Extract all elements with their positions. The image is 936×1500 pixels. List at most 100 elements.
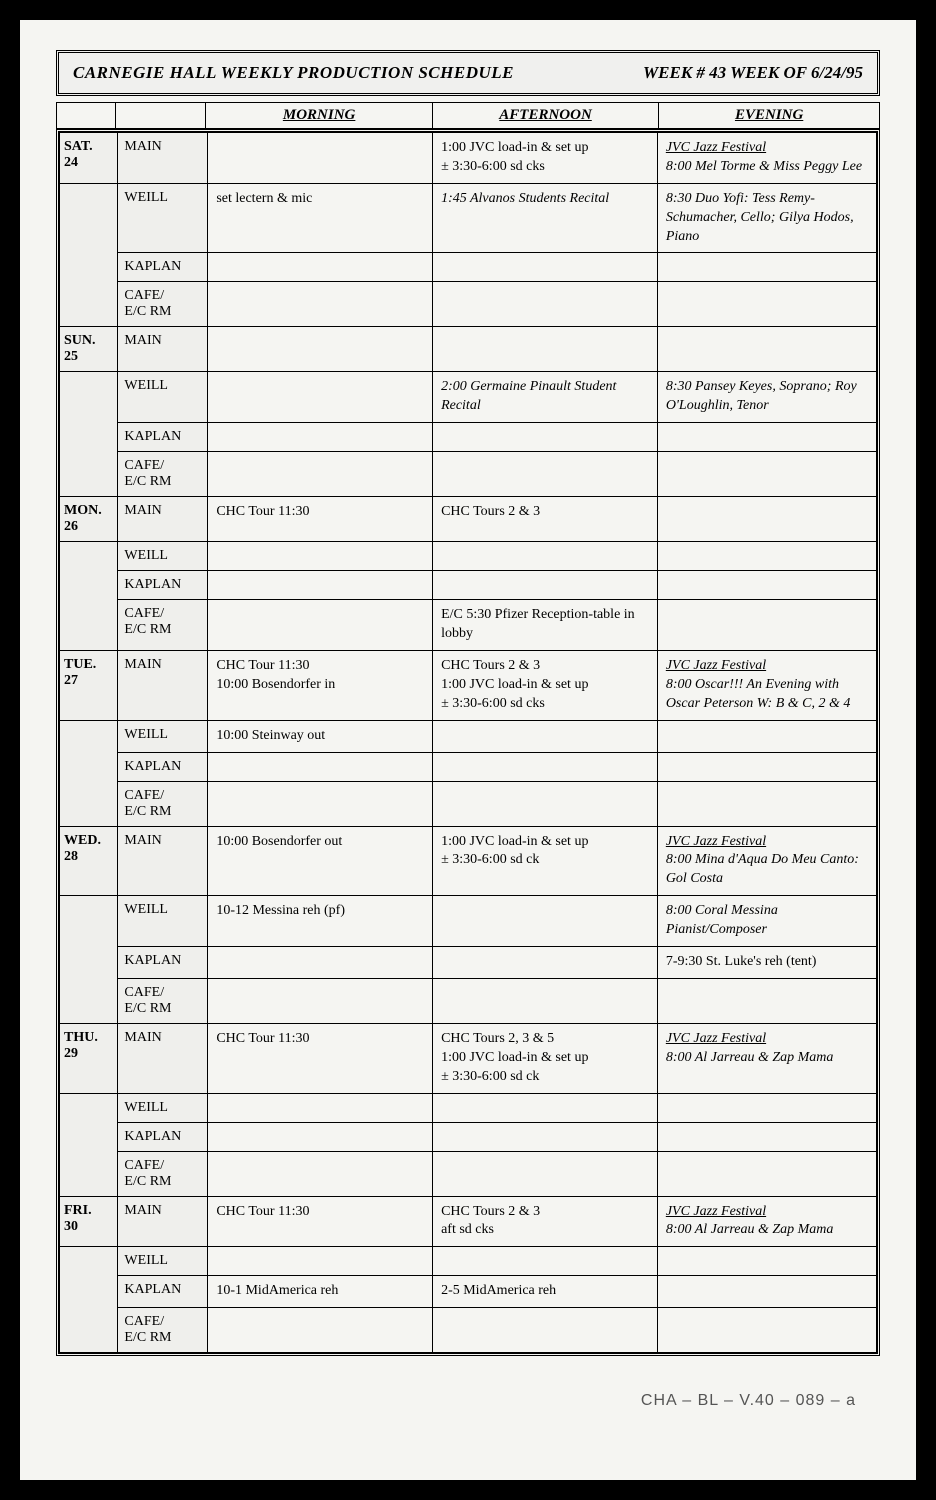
sat-weill-row: WEILL set lectern & mic 1:45 Alvanos Stu… [60, 183, 877, 253]
sun-weill-afternoon: 2:00 Germaine Pinault Student Recital [433, 372, 658, 423]
tue-main-evening-title: JVC Jazz Festival [666, 658, 766, 673]
tue-weill-evening [657, 720, 876, 752]
sun-weill-evening: 8:30 Pansey Keyes, Soprano; Roy O'Loughl… [657, 372, 876, 423]
sun-kaplan-row: KAPLAN [60, 423, 877, 452]
mon-main-venue: MAIN [118, 497, 208, 542]
mon-day: MON. 26 [60, 497, 118, 542]
tue-cafe-row: CAFE/ E/C RM [60, 781, 877, 826]
mon-kaplan-morning [208, 571, 433, 600]
thu-kaplan-evening [657, 1122, 876, 1151]
tue-kaplan-row: KAPLAN [60, 752, 877, 781]
fri-main-evening-title: JVC Jazz Festival [666, 1204, 766, 1219]
sat-kaplan-row: KAPLAN [60, 253, 877, 282]
sat-weill-evening: 8:30 Duo Yofi: Tess Remy-Schumacher, Cel… [657, 183, 876, 253]
tue-kaplan-afternoon [433, 752, 658, 781]
thu-kaplan-morning [208, 1122, 433, 1151]
sun-weill-venue: WEILL [118, 372, 208, 423]
thu-weill-afternoon [433, 1093, 658, 1122]
thu-weill-evening [657, 1093, 876, 1122]
wed-cafe-venue: CAFE/ E/C RM [118, 978, 208, 1023]
wed-weill-row: WEILL 10-12 Messina reh (pf) 8:00 Coral … [60, 896, 877, 947]
wed-cafe-morning [208, 978, 433, 1023]
thu-kaplan-venue: KAPLAN [118, 1122, 208, 1151]
thu-main-venue: MAIN [118, 1023, 208, 1093]
fri-main-evening: JVC Jazz Festival 8:00 Al Jarreau & Zap … [657, 1196, 876, 1247]
fri-cafe-row: CAFE/ E/C RM [60, 1308, 877, 1353]
mon-main-morning: CHC Tour 11:30 [208, 497, 433, 542]
mon-cafe-afternoon: E/C 5:30 Pfizer Reception-table in lobby [433, 600, 658, 651]
sat-main-venue: MAIN [118, 133, 208, 184]
sat-weill-morning: set lectern & mic [208, 183, 433, 253]
thu-main-afternoon: CHC Tours 2, 3 & 5 1:00 JVC load-in & se… [433, 1023, 658, 1093]
sat-kaplan-afternoon [433, 253, 658, 282]
sat-day: SAT. 24 [60, 133, 118, 184]
mon-main-row: MON. 26 MAIN CHC Tour 11:30 CHC Tours 2 … [60, 497, 877, 542]
fri-kaplan-morning: 10-1 MidAmerica reh [208, 1276, 433, 1308]
title-left: CARNEGIE HALL WEEKLY PRODUCTION SCHEDULE [73, 63, 514, 83]
wed-kaplan-venue: KAPLAN [118, 947, 208, 979]
sun-kaplan-morning [208, 423, 433, 452]
sun-day: SUN. 25 [60, 327, 118, 372]
tue-day-blank [60, 720, 118, 826]
wed-main-afternoon: 1:00 JVC load-in & set up ± 3:30-6:00 sd… [433, 826, 658, 896]
wed-weill-afternoon [433, 896, 658, 947]
fri-cafe-venue: CAFE/ E/C RM [118, 1308, 208, 1353]
fri-main-afternoon: CHC Tours 2 & 3 aft sd cks [433, 1196, 658, 1247]
mon-kaplan-evening [657, 571, 876, 600]
tue-weill-afternoon [433, 720, 658, 752]
wed-kaplan-row: KAPLAN 7-9:30 St. Luke's reh (tent) [60, 947, 877, 979]
fri-main-row: FRI. 30 MAIN CHC Tour 11:30 CHC Tours 2 … [60, 1196, 877, 1247]
sun-kaplan-afternoon [433, 423, 658, 452]
tue-cafe-venue: CAFE/ E/C RM [118, 781, 208, 826]
sat-kaplan-evening [657, 253, 876, 282]
sat-kaplan-venue: KAPLAN [118, 253, 208, 282]
wed-weill-venue: WEILL [118, 896, 208, 947]
mon-weill-venue: WEILL [118, 542, 208, 571]
sun-cafe-morning [208, 452, 433, 497]
sun-weill-morning [208, 372, 433, 423]
col-morning: MORNING [206, 103, 432, 129]
fri-cafe-morning [208, 1308, 433, 1353]
mon-cafe-venue: CAFE/ E/C RM [118, 600, 208, 651]
sun-cafe-afternoon [433, 452, 658, 497]
header-table: MORNING AFTERNOON EVENING [56, 102, 880, 129]
wed-weill-morning: 10-12 Messina reh (pf) [208, 896, 433, 947]
schedule-outer: SAT. 24 MAIN 1:00 JVC load-in & set up ±… [56, 129, 880, 1356]
fri-main-morning: CHC Tour 11:30 [208, 1196, 433, 1247]
wed-kaplan-afternoon [433, 947, 658, 979]
wed-kaplan-morning [208, 947, 433, 979]
thu-cafe-morning [208, 1151, 433, 1196]
mon-cafe-row: CAFE/ E/C RM E/C 5:30 Pfizer Reception-t… [60, 600, 877, 651]
wed-main-row: WED. 28 MAIN 10:00 Bosendorfer out 1:00 … [60, 826, 877, 896]
sun-kaplan-venue: KAPLAN [118, 423, 208, 452]
sun-main-afternoon [433, 327, 658, 372]
fri-weill-evening [657, 1247, 876, 1276]
tue-weill-venue: WEILL [118, 720, 208, 752]
title-right: WEEK # 43 WEEK OF 6/24/95 [643, 63, 863, 83]
sat-main-evening-title: JVC Jazz Festival [666, 140, 766, 155]
wed-cafe-afternoon [433, 978, 658, 1023]
mon-cafe-morning [208, 600, 433, 651]
tue-cafe-evening [657, 781, 876, 826]
fri-main-evening-rest: 8:00 Al Jarreau & Zap Mama [666, 1222, 834, 1237]
sat-day-blank [60, 183, 118, 327]
wed-main-morning: 10:00 Bosendorfer out [208, 826, 433, 896]
sat-kaplan-morning [208, 253, 433, 282]
thu-weill-morning [208, 1093, 433, 1122]
tue-main-row: TUE. 27 MAIN CHC Tour 11:30 10:00 Bosend… [60, 651, 877, 721]
sat-cafe-venue: CAFE/ E/C RM [118, 282, 208, 327]
thu-weill-row: WEILL [60, 1093, 877, 1122]
sat-cafe-afternoon [433, 282, 658, 327]
sat-main-evening-rest: 8:00 Mel Torme & Miss Peggy Lee [666, 159, 862, 174]
col-evening: EVENING [659, 103, 880, 129]
sun-main-row: SUN. 25 MAIN [60, 327, 877, 372]
wed-day-blank [60, 896, 118, 1024]
fri-weill-afternoon [433, 1247, 658, 1276]
sat-weill-venue: WEILL [118, 183, 208, 253]
tue-main-afternoon: CHC Tours 2 & 3 1:00 JVC load-in & set u… [433, 651, 658, 721]
fri-kaplan-row: KAPLAN 10-1 MidAmerica reh 2-5 MidAmeric… [60, 1276, 877, 1308]
fri-kaplan-venue: KAPLAN [118, 1276, 208, 1308]
wed-kaplan-evening: 7-9:30 St. Luke's reh (tent) [657, 947, 876, 979]
fri-kaplan-evening [657, 1276, 876, 1308]
thu-weill-venue: WEILL [118, 1093, 208, 1122]
